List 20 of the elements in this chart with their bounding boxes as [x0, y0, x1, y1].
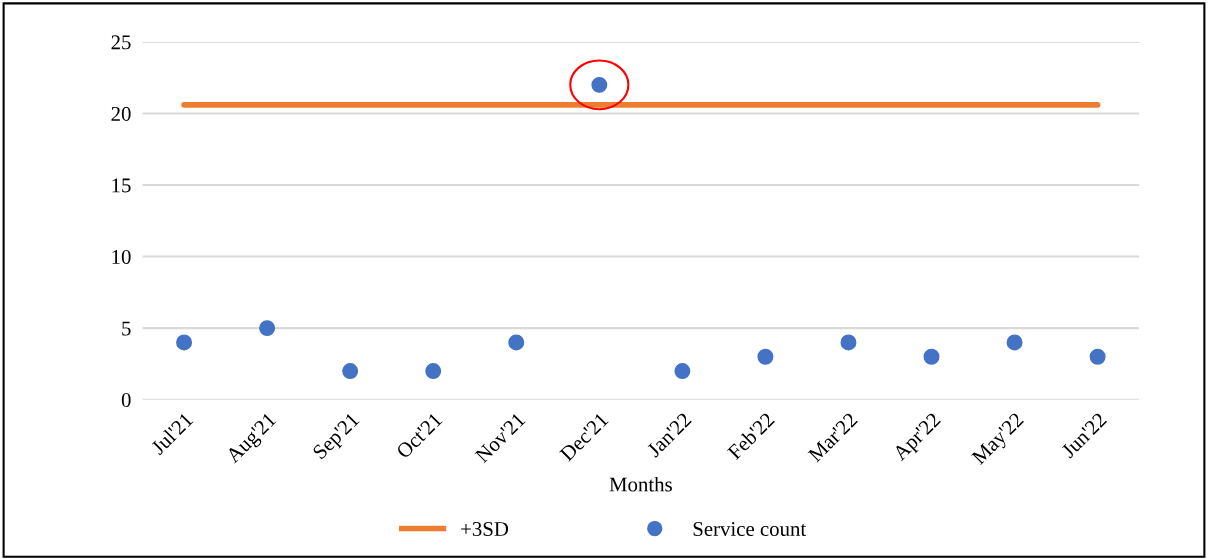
y-tick-label: 25	[111, 35, 131, 50]
legend-label: +3SD	[461, 522, 509, 537]
point	[674, 363, 691, 380]
point	[508, 334, 525, 351]
legend-label: Service count	[693, 522, 807, 537]
x-axis-title: Months	[609, 476, 672, 492]
y-tick-label: 0	[121, 393, 131, 408]
point	[259, 320, 276, 337]
point	[923, 348, 940, 365]
y-tick-label: 15	[112, 178, 131, 193]
y-tick-label: 5	[122, 321, 131, 336]
point	[1006, 334, 1023, 351]
y-tick-label: 10	[112, 249, 131, 265]
point	[1089, 348, 1106, 365]
point	[425, 363, 442, 380]
point	[176, 334, 193, 351]
point	[840, 334, 857, 351]
point	[342, 363, 359, 380]
point	[757, 348, 774, 365]
y-tick-label: 20	[111, 106, 131, 121]
